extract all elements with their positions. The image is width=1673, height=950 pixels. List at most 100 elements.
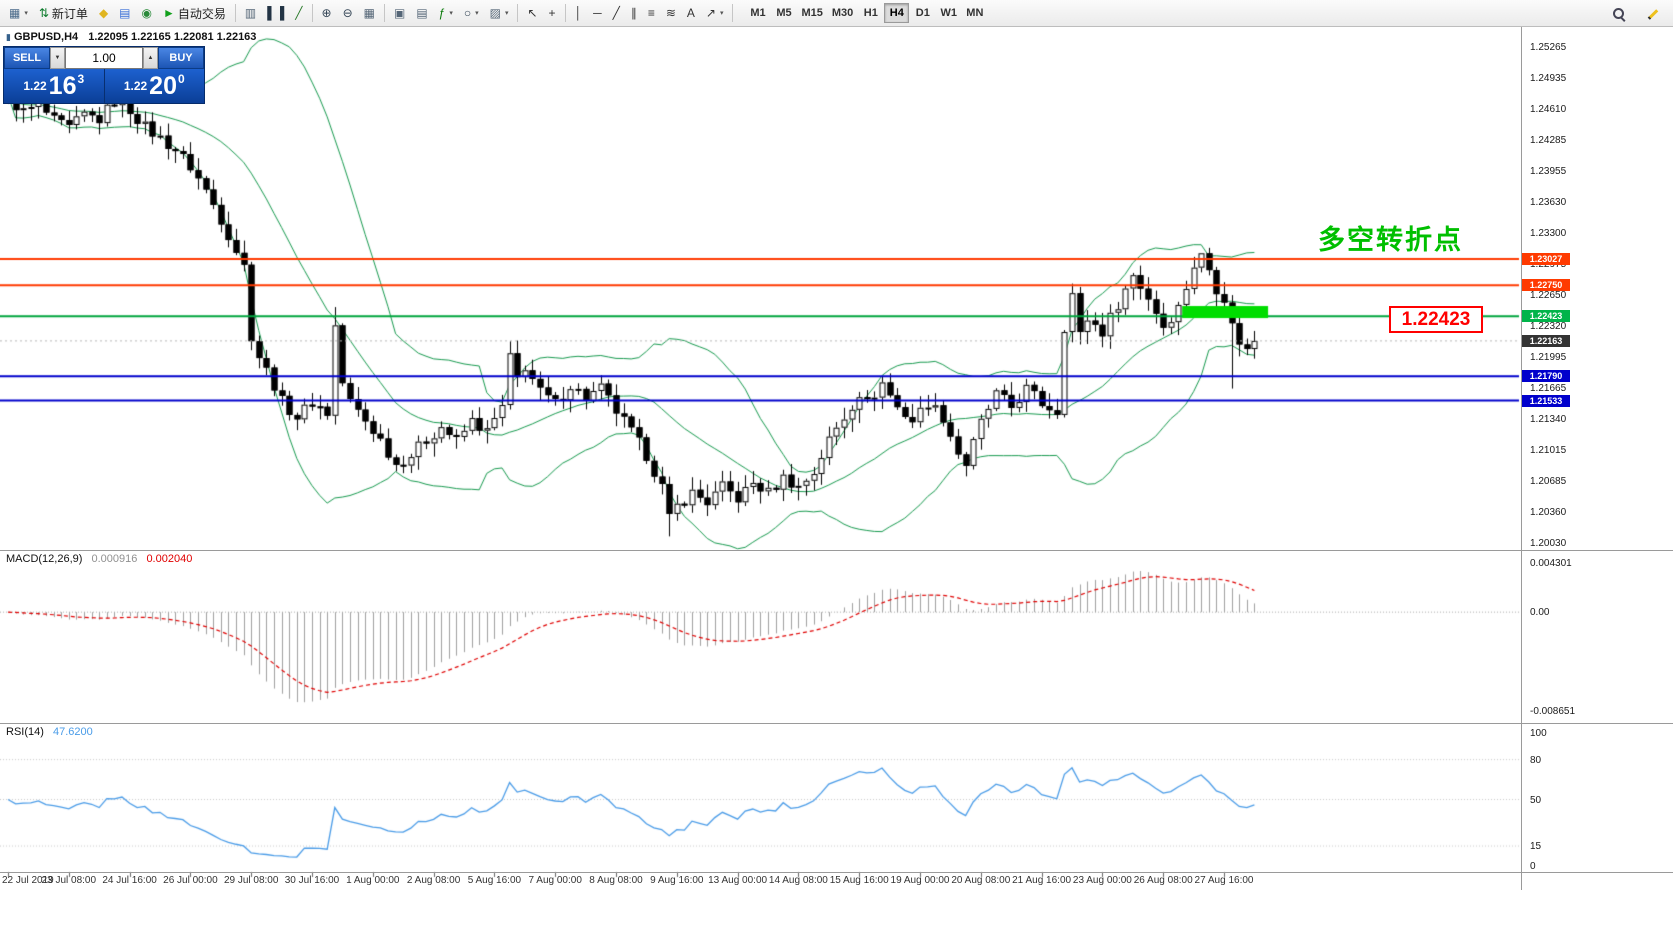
indicators-icon: ƒ [438,6,446,20]
toolbar-separator [383,4,385,22]
price-tick-label: 1.21340 [1530,413,1567,425]
channel-icon: ∥ [630,6,637,20]
buy-price-sup: 0 [177,72,185,86]
pivot-annotation[interactable]: 多空转折点 [1318,225,1463,255]
time-axis-separator [0,872,1673,873]
price-tick-label: 1.25265 [1530,42,1567,53]
price-axis-separator [1521,27,1522,890]
time-tick-label: 13 Aug 00:00 [708,875,768,886]
macd-signal-value: 0.002040 [146,553,193,565]
edit-button[interactable] [1641,3,1665,25]
arrows-caret-icon: ▾ [719,10,724,17]
time-tick-label: 14 Aug 08:00 [768,875,828,886]
zoom-out-icon: ⊖ [342,6,353,20]
rsi-panel-separator[interactable] [0,723,1673,724]
rsi-tick-label: 100 [1530,728,1547,739]
rsi-tick-label: 0 [1530,861,1536,872]
arrange-windows-button[interactable]: ▤ [411,2,432,24]
text-icon: A [686,6,695,20]
market-watch-button[interactable]: ▤ [114,2,135,24]
new-chart-caret-icon: ▾ [24,10,28,17]
zoom-in-button[interactable]: ⊕ [317,2,337,24]
periods-caret-icon: ▾ [475,10,479,17]
metaeditor-button[interactable]: ◆ [94,2,113,24]
new-order-button[interactable]: ⇅ 新订单 [34,2,93,24]
periods-button[interactable]: ○ ▾ [459,2,484,24]
macd-panel-separator[interactable] [0,550,1673,551]
quick-search-button[interactable] [1607,3,1631,25]
cascade-windows-button[interactable]: ▣ [389,2,410,24]
time-tick-label: 2 Aug 08:00 [406,875,461,886]
chart-candles-button[interactable]: ▌▐ [262,2,289,24]
indicators-caret-icon: ▾ [449,10,453,17]
price-tick-label: 1.22650 [1530,289,1567,301]
templates-caret-icon: ▾ [504,10,509,17]
new-chart-icon: ▦ [9,6,21,20]
volume-input[interactable] [65,47,143,69]
chart-bars-button[interactable]: ▥ [240,2,261,24]
crosshair-button[interactable]: + [544,2,561,24]
timeframe-h1-button[interactable]: H1 [858,3,883,23]
arrows-button[interactable]: ↗ ▾ [701,2,729,24]
fibonacci-button[interactable]: ≡ [643,2,660,24]
trade-panel-controls: SELL ▼ ▲ BUY [4,47,204,69]
macd-name: MACD(12,26,9) [6,553,83,565]
sell-button[interactable]: SELL [4,47,50,69]
zoom-out-button[interactable]: ⊖ [338,2,358,24]
time-tick-label: 22 Jul 2019 [2,875,54,886]
chart-line-button[interactable]: ╱ [290,2,307,24]
navigator-button[interactable]: ◉ [137,2,157,24]
chart-symbol-icon: ▮ [6,32,11,42]
timeframe-d1-button[interactable]: D1 [910,3,935,23]
channel-button[interactable]: ∥ [626,2,642,24]
timeframe-toolbar: M1 M5 M15 M30 H1 H4 D1 W1 MN [745,3,987,23]
timeframe-m1-button[interactable]: M1 [745,3,770,23]
timeframe-m15-button[interactable]: M15 [797,3,826,23]
toolbar-separator [234,4,236,22]
auto-trading-button[interactable]: ► 自动交易 [158,2,231,24]
text-button[interactable]: A [682,2,700,24]
sell-price[interactable]: 1.22 16 3 [4,69,105,103]
shapes-button[interactable]: ≋ [661,2,681,24]
price-tick-label: 1.21665 [1530,383,1567,395]
timeframe-m5-button[interactable]: M5 [771,3,796,23]
metaeditor-icon: ◆ [98,6,109,20]
crosshair-icon: + [548,6,556,20]
indicators-button[interactable]: ƒ ▾ [434,2,458,24]
cursor-button[interactable]: ↖ [522,2,542,24]
volume-increase-button[interactable]: ▲ [143,47,158,69]
tile-windows-icon: ▦ [363,6,375,20]
quick-search-icon [1612,7,1626,21]
sell-price-sup: 3 [77,72,85,86]
chart-candles-icon: ▌▐ [267,6,285,20]
navigator-icon: ◉ [141,6,152,20]
time-tick-label: 24 Jul 16:00 [102,875,157,886]
timeframe-w1-button[interactable]: W1 [936,3,961,23]
trendline-button[interactable]: ╱ [608,2,625,24]
price-tick-label: 1.20360 [1530,506,1567,518]
toolbar-separator [564,4,566,22]
templates-button[interactable]: ▨ ▾ [485,2,514,24]
tile-windows-button[interactable]: ▦ [359,2,380,24]
price-callout[interactable]: 1.22423 [1389,306,1483,333]
vertical-line-button[interactable]: │ [570,2,588,24]
timeframe-m30-button[interactable]: M30 [828,3,857,23]
timeframe-mn-button[interactable]: MN [962,3,987,23]
toolbar-items: ▦ ▾ ⇅ 新订单 ◆ ▤ ◉ ► 自动交易 ▥ ▌▐ ╱ ⊕ ⊖ ▦ ▣ ▤ ƒ ▾ ○ ▾ ▨ ▾ ↖ + │ ─ ╱ ∥ ≡ ≋ A ↗ ▾ [4,2,736,24]
templates-icon: ▨ [489,6,501,20]
chart-line-icon: ╱ [295,6,303,20]
market-watch-icon: ▤ [119,6,131,20]
volume-decrease-button[interactable]: ▼ [50,47,65,69]
buy-button[interactable]: BUY [158,47,204,69]
timeframe-h4-button[interactable]: H4 [884,3,910,23]
horizontal-line-button[interactable]: ─ [588,2,607,24]
buy-price-big: 20 [149,71,177,100]
auto-trading-icon: ► [163,6,175,20]
buy-price[interactable]: 1.22 20 0 [104,69,204,103]
price-tag: 1.22163 [1522,334,1570,347]
new-chart-button[interactable]: ▦ ▾ [4,2,33,24]
price-tick-label: 1.20685 [1530,475,1567,487]
arrange-windows-icon: ▤ [416,6,428,20]
time-tick-label: 1 Aug 00:00 [346,875,400,886]
